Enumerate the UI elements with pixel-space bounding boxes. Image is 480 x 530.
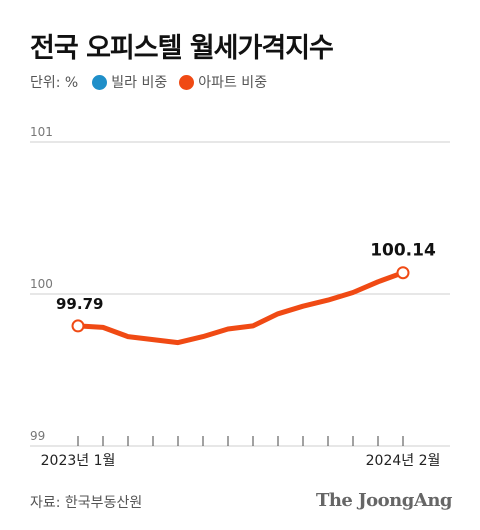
source-note: 자료: 한국부동산원 xyxy=(30,495,143,511)
line-chart: 101 100 99 2023년 1월 2024년 2월 99.79 100.14 xyxy=(30,125,450,469)
data-label: 99.79 xyxy=(56,295,103,313)
series-line-apartment xyxy=(75,270,406,346)
data-point-marker xyxy=(71,319,85,333)
x-tick-label: 2024년 2월 xyxy=(366,453,441,469)
legend-item-apartment: 아파트 비중 xyxy=(179,72,267,92)
chart-title: 전국 오피스텔 월세가격지수 xyxy=(30,33,334,64)
legend-dot-apartment xyxy=(179,74,195,90)
y-tick-label: 101 xyxy=(30,125,53,139)
legend-dot-villa xyxy=(92,74,108,90)
x-tick-label: 2023년 1월 xyxy=(41,453,116,469)
data-point-marker xyxy=(396,266,410,280)
data-label: 100.14 xyxy=(370,241,436,261)
legend: 단위: % 빌라 비중 아파트 비중 xyxy=(30,72,279,92)
legend-label-villa: 빌라 비중 xyxy=(111,75,168,91)
legend-item-villa: 빌라 비중 xyxy=(92,72,167,92)
unit-label: 단위: % xyxy=(30,75,79,91)
y-tick-label: 99 xyxy=(30,429,45,443)
y-tick-label: 100 xyxy=(30,277,53,291)
brand-logo: The JoongAng xyxy=(315,490,453,511)
legend-label-apartment: 아파트 비중 xyxy=(198,75,268,91)
